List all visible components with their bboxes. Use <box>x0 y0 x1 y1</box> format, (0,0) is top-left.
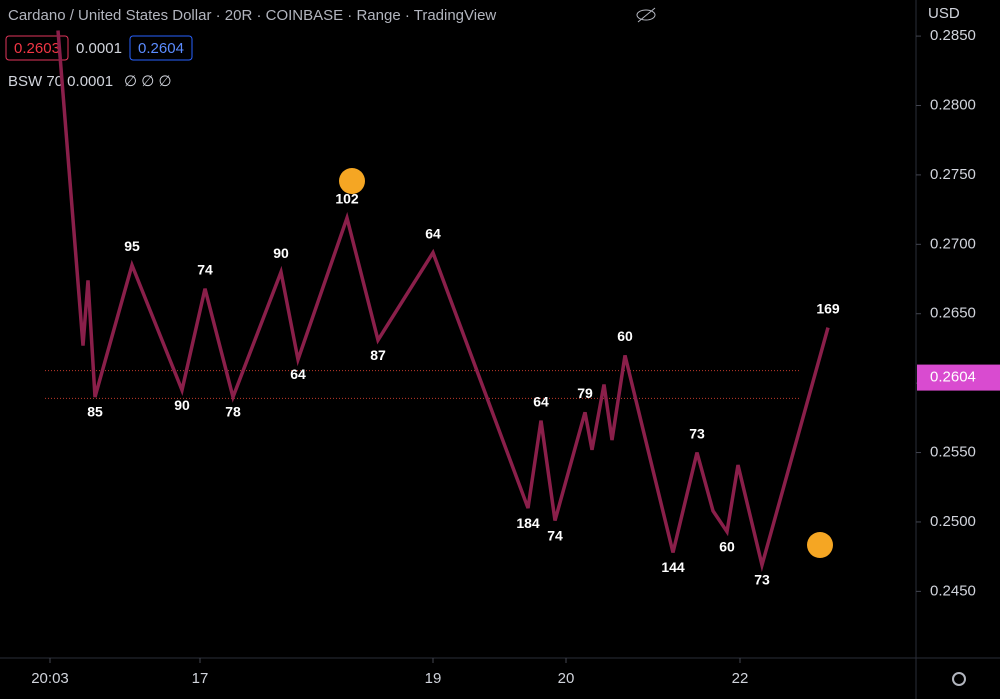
settings-icon[interactable] <box>952 672 966 686</box>
y-tick-label: 0.2800 <box>930 96 976 113</box>
pivot-count: 87 <box>370 347 386 363</box>
y-tick-label: 0.2750 <box>930 166 976 183</box>
y-tick-label: 0.2850 <box>930 27 976 44</box>
pivot-count: 60 <box>617 328 633 344</box>
emoji <box>807 532 833 558</box>
y-tick-label: 0.2450 <box>930 582 976 599</box>
x-tick-label: 20 <box>558 670 575 687</box>
x-tick-label: 20:03 <box>31 670 69 687</box>
pivot-count: 60 <box>719 538 735 554</box>
y-tick-label: 0.2550 <box>930 444 976 461</box>
pivot-count: 73 <box>754 572 770 588</box>
pivot-count: 184 <box>516 515 540 531</box>
last-price: 0.2604 <box>930 369 976 386</box>
pivot-count: 144 <box>661 559 685 575</box>
y-tick-label: 0.2700 <box>930 235 976 252</box>
chart-title: Cardano / United States Dollar · 20R · C… <box>8 7 496 24</box>
x-tick-label: 22 <box>732 670 749 687</box>
emoji <box>339 168 365 194</box>
bid-box <box>5 35 69 61</box>
slash[interactable] <box>637 7 656 23</box>
x-tick-label: 19 <box>425 670 442 687</box>
y-tick-label: 0.2500 <box>930 513 976 530</box>
indicator-values: ∅ ∅ ∅ <box>124 73 172 90</box>
ask-box <box>129 35 193 61</box>
pivot-count: 78 <box>225 404 241 420</box>
y-tick-label: 0.2650 <box>930 305 976 322</box>
hide-icon[interactable] <box>636 7 656 23</box>
ask: 0.2604 <box>138 40 184 57</box>
bid: 0.2603 <box>14 40 60 57</box>
pivot-count: 79 <box>577 385 593 401</box>
spread: 0.0001 <box>76 40 122 57</box>
pivot-count: 169 <box>816 300 840 316</box>
pivot-count: 64 <box>533 393 549 409</box>
pivot-count: 95 <box>124 238 140 254</box>
zigzag <box>56 30 830 572</box>
currency[interactable]: USD <box>928 5 960 22</box>
x-tick-label: 17 <box>192 670 209 687</box>
last-price-tag <box>917 364 1000 391</box>
pivot-count: 85 <box>87 404 103 420</box>
pivot-count: 64 <box>290 366 306 382</box>
pivot-count: 90 <box>174 397 190 413</box>
pivot-count: 74 <box>197 261 213 277</box>
pivot-count: 74 <box>547 527 563 543</box>
eye[interactable] <box>636 9 656 21</box>
pivot-count: 73 <box>689 425 705 441</box>
pivot-count: 102 <box>335 191 359 207</box>
pivot-count: 90 <box>273 245 289 261</box>
pivot-count: 64 <box>425 225 441 241</box>
